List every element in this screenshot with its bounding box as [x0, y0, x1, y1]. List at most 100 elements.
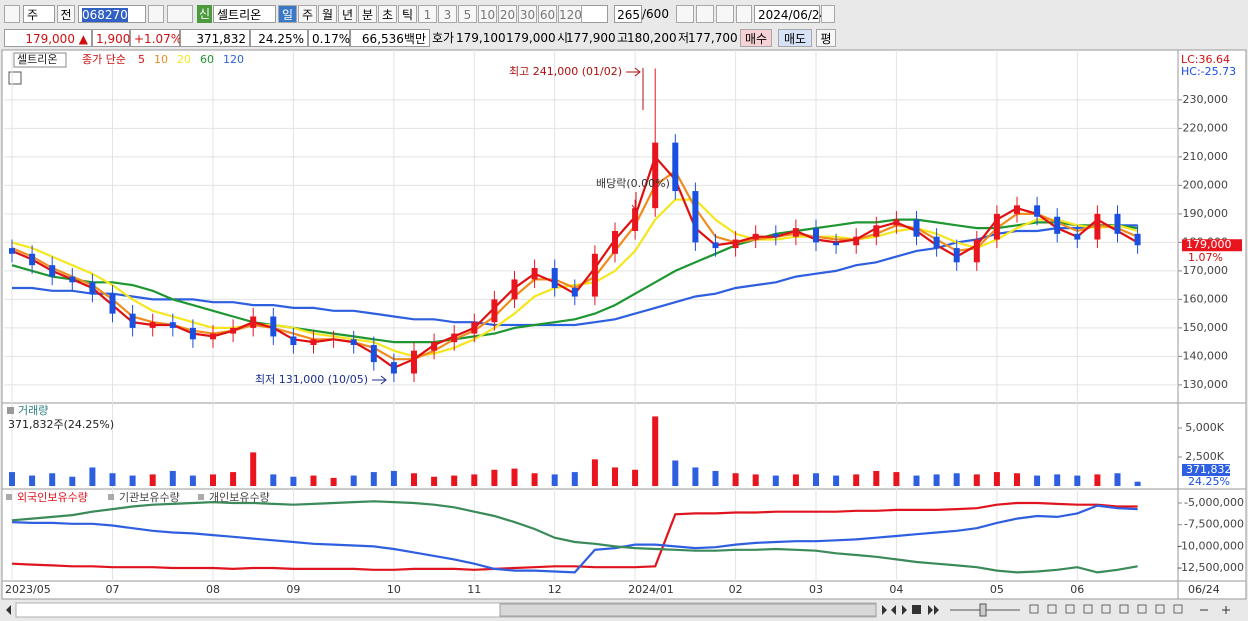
- volume-bar: [993, 472, 1000, 486]
- candle-body: [591, 253, 598, 297]
- volume-bar: [210, 474, 216, 486]
- volume-bar: [390, 470, 397, 486]
- hc-label: HC:-25.73: [1181, 65, 1236, 78]
- candle-body: [149, 322, 156, 328]
- legend-entry: 10: [154, 53, 168, 66]
- candle-body: [69, 276, 76, 283]
- legend-entry: 기관보유수량: [119, 491, 180, 504]
- sound-button[interactable]: [167, 5, 193, 23]
- candle-body: [953, 248, 960, 263]
- bid: 179,000: [506, 31, 556, 45]
- volume-ratio: 24.25%: [250, 29, 308, 47]
- volume-bar: [913, 475, 920, 486]
- candle-body: [632, 208, 639, 231]
- period-button[interactable]: 년: [338, 5, 357, 23]
- period-button[interactable]: 틱: [398, 5, 417, 23]
- interval-button[interactable]: 1: [418, 5, 437, 23]
- prev-button[interactable]: 전: [57, 5, 75, 23]
- candle-body: [933, 236, 940, 249]
- interval-button[interactable]: 3: [438, 5, 457, 23]
- interval-button[interactable]: 30: [518, 5, 537, 23]
- code-input[interactable]: 068270: [78, 5, 146, 23]
- volume-bar: [772, 475, 779, 486]
- candle-body: [551, 268, 558, 288]
- save-button[interactable]: [716, 5, 734, 23]
- market-select[interactable]: 주: [23, 5, 55, 23]
- volume-bar: [169, 470, 176, 486]
- scroll-thumb[interactable]: [499, 603, 877, 617]
- candle-body: [772, 233, 779, 237]
- volume-bar: [370, 472, 377, 486]
- volume-bar: [310, 475, 317, 486]
- volume-bar: [591, 459, 598, 486]
- candle-body: [451, 333, 458, 343]
- candle-body: [1014, 205, 1020, 214]
- candle-body: [310, 339, 317, 345]
- x-tick-label: 05: [990, 583, 1004, 596]
- moving-average: [11, 218, 1138, 344]
- scroll-left[interactable]: [6, 605, 11, 615]
- legend-prefix: 종가 단순: [82, 53, 126, 66]
- y-tick-label: 140,000: [1183, 349, 1229, 362]
- period-button[interactable]: 월: [318, 5, 337, 23]
- volume-bar: [290, 476, 297, 486]
- zoom-handle[interactable]: [979, 603, 987, 617]
- y-tick-label: 150,000: [1183, 321, 1229, 334]
- date-input[interactable]: 2024/06/24: [754, 5, 827, 23]
- stop-button[interactable]: [912, 605, 921, 614]
- period-button[interactable]: 주: [298, 5, 317, 23]
- interval-button[interactable]: 10: [478, 5, 497, 23]
- calendar-button[interactable]: [821, 5, 835, 23]
- legend-marker: [108, 494, 114, 500]
- change: 1,900: [92, 29, 130, 47]
- settings-button[interactable]: [736, 5, 752, 23]
- avg-button[interactable]: 평: [816, 29, 836, 47]
- zoom-buttons[interactable]: [1200, 606, 1230, 614]
- x-tick-label: 2023/05: [5, 583, 51, 596]
- interval-button[interactable]: 60: [538, 5, 557, 23]
- interval-button[interactable]: 20: [498, 5, 517, 23]
- candle-body: [1114, 213, 1121, 234]
- chart-title: 셀트리온: [17, 53, 57, 66]
- volume-bar: [129, 475, 136, 486]
- candle-body: [169, 322, 176, 328]
- stock-name[interactable]: 셀트리온: [213, 5, 276, 23]
- panel-title: 거래량: [18, 404, 48, 417]
- volume-bar: [692, 467, 699, 486]
- period-button[interactable]: 분: [358, 5, 377, 23]
- moving-average: [12, 224, 1138, 327]
- candle-body: [491, 299, 498, 323]
- interval-button[interactable]: 120: [558, 5, 582, 23]
- scroll-controls[interactable]: [882, 605, 907, 615]
- high-label: 고: [617, 31, 629, 45]
- annotation-arrow: [631, 192, 641, 211]
- candle-body: [270, 316, 277, 337]
- buy-button[interactable]: 매수: [740, 29, 772, 47]
- tool-button[interactable]: [676, 5, 694, 23]
- sell-button[interactable]: 매도: [778, 29, 812, 47]
- holding-line: [11, 501, 1138, 571]
- candle-body: [390, 362, 397, 374]
- play-button[interactable]: [928, 605, 939, 615]
- volume-bar: [350, 475, 357, 486]
- x-tick-label: 07: [106, 583, 120, 596]
- candle-body: [1134, 233, 1141, 246]
- tool-icons[interactable]: [1029, 604, 1183, 614]
- y-tick-label: 200,000: [1183, 178, 1229, 191]
- candle-body: [1094, 213, 1101, 240]
- search-button[interactable]: [148, 5, 164, 23]
- tool-icon[interactable]: [8, 71, 22, 85]
- period-button[interactable]: 초: [378, 5, 397, 23]
- y-tick-label: 190,000: [1183, 207, 1229, 220]
- candle-body: [129, 313, 136, 328]
- y-tick-label: 2,500K: [1185, 450, 1224, 463]
- interval-button[interactable]: 5: [458, 5, 477, 23]
- tool-button[interactable]: [696, 5, 714, 23]
- volume-bar: [270, 474, 277, 486]
- count-input[interactable]: 265: [614, 5, 642, 23]
- volume-bar: [149, 474, 156, 486]
- menu-icon[interactable]: [4, 5, 20, 23]
- y-tick-label: 220,000: [1183, 121, 1229, 134]
- period-button[interactable]: 일: [278, 5, 297, 23]
- y-tick-label: -12,500,000: [1177, 561, 1244, 574]
